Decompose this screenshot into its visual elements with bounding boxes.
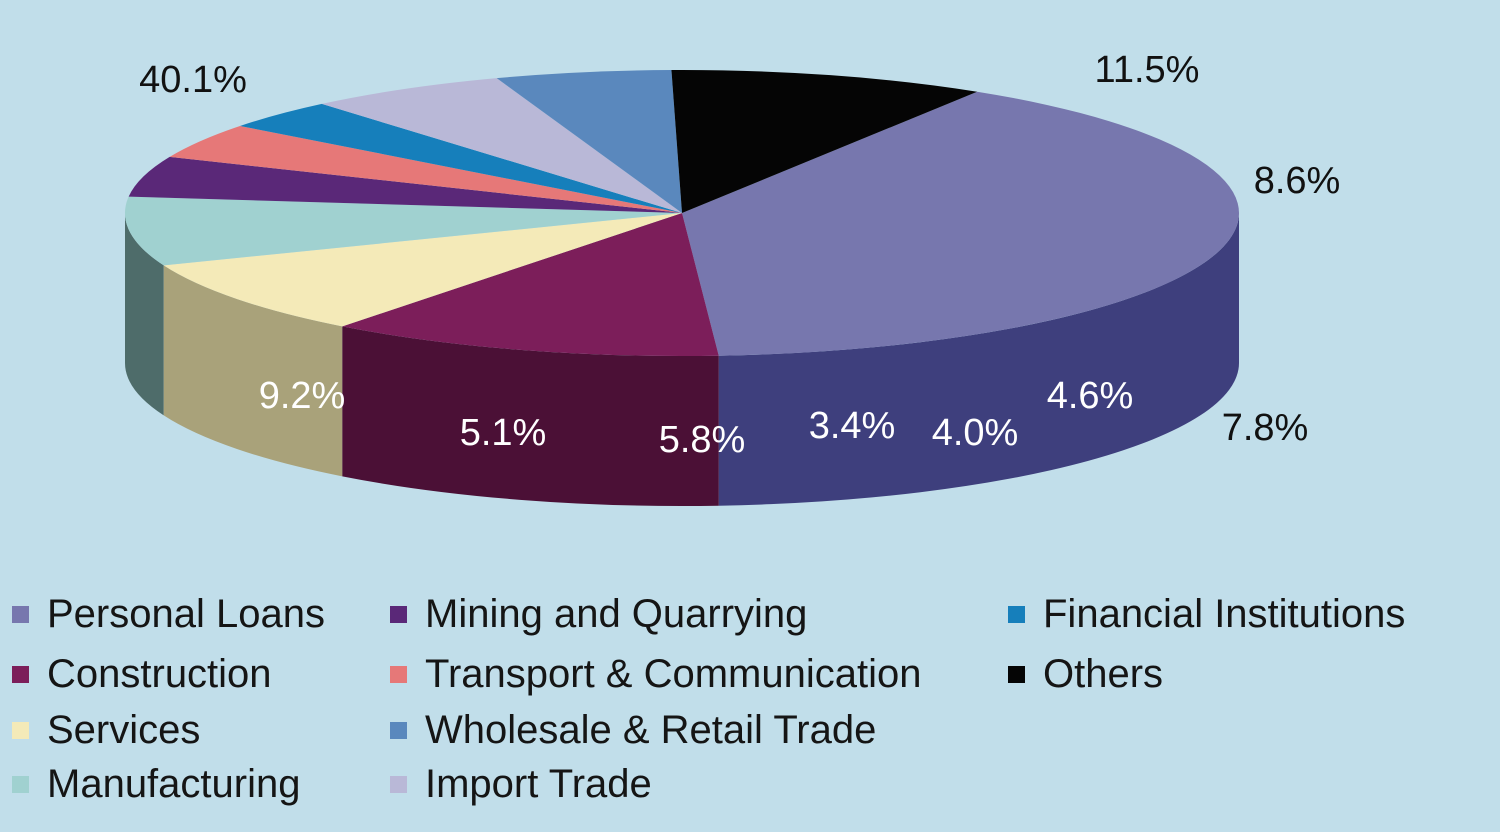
legend-item: Manufacturing (12, 762, 300, 807)
data-label-1: 11.5% (1095, 49, 1200, 91)
legend-item: Personal Loans (12, 592, 325, 637)
legend-item: Others (1008, 652, 1163, 697)
pie-slice-1 (342, 213, 719, 356)
legend-swatch (12, 606, 29, 623)
pie-slice-side-0 (718, 213, 1239, 506)
legend-item: Transport & Communication (390, 652, 921, 697)
data-label-6: 3.4% (809, 405, 896, 447)
pie-tops (125, 69, 1239, 356)
legend-label: Construction (47, 652, 272, 696)
legend-label: Manufacturing (47, 762, 301, 806)
legend-swatch (12, 666, 29, 683)
data-labels: 40.1% 11.5% 8.6% 7.8% 4.6% 4.0% 3.4% 5.8% 5.1% 9.… (139, 49, 1340, 461)
legend-label: Financial Institutions (1043, 592, 1406, 636)
legend-item: Financial Institutions (1008, 592, 1405, 637)
pie-slice-6 (240, 103, 683, 213)
legend-item: Mining and Quarrying (390, 592, 807, 637)
pie-slice-4 (128, 156, 683, 213)
pie-slice-9 (671, 69, 978, 213)
data-label-3: 7.8% (1222, 407, 1309, 449)
data-label-7: 5.8% (659, 419, 746, 461)
data-label-8: 5.1% (460, 412, 547, 454)
pie-slice-0 (682, 91, 1239, 356)
legend-label: Import Trade (425, 762, 652, 806)
pie-slice-3 (125, 196, 682, 266)
legend-label: Personal Loans (47, 592, 325, 636)
legend-swatch (390, 666, 407, 683)
pie-slice-side-1 (342, 326, 719, 506)
data-label-2: 8.6% (1254, 160, 1341, 202)
legend-label: Services (47, 708, 201, 752)
legend-swatch (1008, 666, 1025, 683)
legend-item: Construction (12, 652, 272, 697)
data-label-5: 4.0% (932, 412, 1019, 454)
data-label-9: 9.2% (259, 375, 346, 417)
pie-slice-2 (163, 213, 682, 327)
legend-label: Others (1043, 652, 1164, 696)
pie-slice-5 (169, 125, 683, 213)
data-label-4: 4.6% (1047, 375, 1134, 417)
legend-label: Mining and Quarrying (425, 592, 808, 636)
legend-item: Import Trade (390, 762, 652, 807)
pie-sides (125, 213, 1239, 506)
legend-item: Wholesale & Retail Trade (390, 708, 876, 753)
pie-slice-8 (496, 70, 682, 213)
legend-label: Transport & Communication (425, 652, 922, 696)
pie-slice-7 (321, 78, 682, 214)
pie-slice-side-2 (163, 265, 343, 477)
data-label-0: 40.1% (139, 59, 247, 101)
legend-swatch (12, 722, 29, 739)
legend-swatch (390, 606, 407, 623)
legend-swatch (390, 722, 407, 739)
legend-item: Services (12, 708, 200, 753)
pie-slice-side-3 (125, 213, 164, 416)
legend-swatch (390, 776, 407, 793)
legend-label: Wholesale & Retail Trade (425, 708, 877, 752)
legend-swatch (1008, 606, 1025, 623)
legend-swatch (12, 776, 29, 793)
